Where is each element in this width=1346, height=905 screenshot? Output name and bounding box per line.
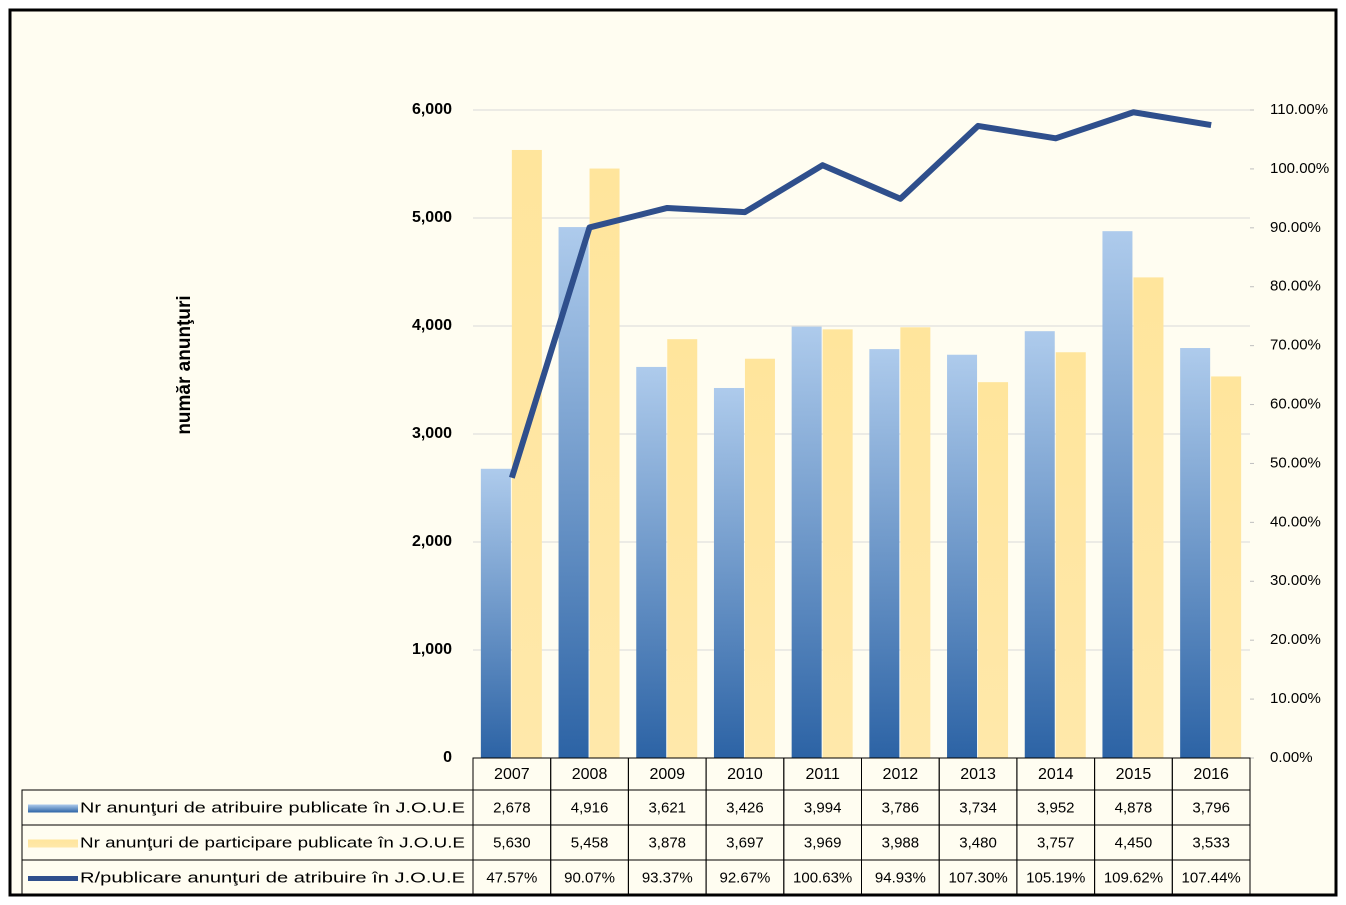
bar (1133, 277, 1164, 758)
bar (1180, 348, 1211, 758)
table-value: 4,878 (1115, 799, 1153, 816)
y2-tick-label: 70.00% (1270, 337, 1321, 354)
bar (480, 468, 511, 758)
table-value: 4,916 (571, 799, 609, 816)
bar (636, 366, 667, 758)
bar (589, 168, 620, 758)
y2-tick-label: 60.00% (1270, 396, 1321, 413)
table-value: 3,952 (1037, 799, 1075, 816)
table-value: 92.67% (720, 869, 771, 886)
table-value: 94.93% (875, 869, 926, 886)
table-value: 3,757 (1037, 834, 1075, 851)
y-tick-label: 2,000 (412, 533, 452, 550)
table-value: 5,458 (571, 834, 609, 851)
y2-tick-label: 20.00% (1270, 631, 1321, 648)
bar (947, 354, 978, 758)
y2-tick-label: 30.00% (1270, 572, 1321, 589)
x-tick-label: 2007 (494, 766, 530, 783)
bar (1211, 376, 1242, 758)
y-tick-label: 3,000 (412, 425, 452, 442)
y2-tick-label: 110.00% (1270, 101, 1328, 118)
legend-key (28, 839, 78, 848)
table-value: 3,786 (882, 799, 920, 816)
x-tick-label: 2015 (1116, 766, 1152, 783)
table-value: 3,734 (959, 799, 997, 816)
bar (1024, 331, 1055, 758)
bar (1055, 352, 1086, 758)
bar (1102, 231, 1133, 758)
x-tick-label: 2009 (649, 766, 685, 783)
table-value: 4,450 (1115, 834, 1153, 851)
table-value: 90.07% (564, 869, 615, 886)
y-tick-label: 0 (443, 749, 452, 766)
bar (791, 326, 822, 758)
bar (822, 329, 853, 758)
y2-tick-label: 40.00% (1270, 513, 1321, 530)
y2-tick-label: 100.00% (1270, 160, 1329, 177)
x-tick-label: 2016 (1193, 766, 1229, 783)
table-value: 5,630 (493, 834, 531, 851)
table-value: 107.30% (948, 869, 1007, 886)
y2-tick-label: 90.00% (1270, 219, 1321, 236)
line (508, 109, 1212, 479)
x-tick-label: 2011 (805, 766, 840, 783)
table-value: 100.63% (793, 869, 852, 886)
bar (713, 387, 744, 758)
bar (900, 327, 931, 758)
x-tick-label: 2008 (572, 766, 608, 783)
x-tick-label: 2014 (1038, 766, 1074, 783)
legend-label: Nr anunţuri de atribuire publicate în J.… (80, 799, 465, 816)
table-value: 3,988 (882, 834, 920, 851)
table-value: 3,621 (648, 799, 686, 816)
table-value: 105.19% (1026, 869, 1085, 886)
legend-label: R/publicare anunţuri de atribuire în J.O… (80, 869, 465, 886)
table-value: 3,480 (959, 834, 997, 851)
bar (744, 358, 775, 758)
table-cell (1171, 859, 1251, 896)
y-axis-label: număr anunţuri (174, 295, 195, 434)
y2-tick-label: 80.00% (1270, 278, 1321, 295)
legend-key (28, 804, 78, 813)
table-value: 3,878 (648, 834, 686, 851)
y-tick-label: 5,000 (412, 209, 452, 226)
table-value: 3,697 (726, 834, 764, 851)
x-tick-label: 2012 (883, 766, 919, 783)
y2-tick-label: 50.00% (1270, 454, 1321, 471)
table-value: 107.44% (1182, 869, 1241, 886)
x-tick-label: 2010 (727, 766, 763, 783)
y-tick-label: 4,000 (412, 317, 452, 334)
table-value: 3,533 (1192, 834, 1230, 851)
bar (978, 382, 1009, 758)
table-value: 3,969 (804, 834, 842, 851)
table-value: 93.37% (642, 869, 693, 886)
x-tick-label: 2013 (960, 766, 996, 783)
y-tick-label: 6,000 (412, 101, 452, 118)
y-tick-label: 1,000 (412, 641, 452, 658)
bar (667, 339, 698, 758)
table-value: 3,426 (726, 799, 764, 816)
table-value: 2,678 (493, 799, 531, 816)
table-value: 3,796 (1192, 799, 1230, 816)
legend-label: Nr anunţuri de participare publicate în … (80, 834, 465, 851)
y2-tick-label: 0.00% (1270, 749, 1313, 766)
table-value: 3,994 (804, 799, 842, 816)
bar (869, 349, 900, 758)
table-value: 47.57% (486, 869, 537, 886)
table-value: 109.62% (1104, 869, 1163, 886)
y2-tick-label: 10.00% (1270, 690, 1321, 707)
